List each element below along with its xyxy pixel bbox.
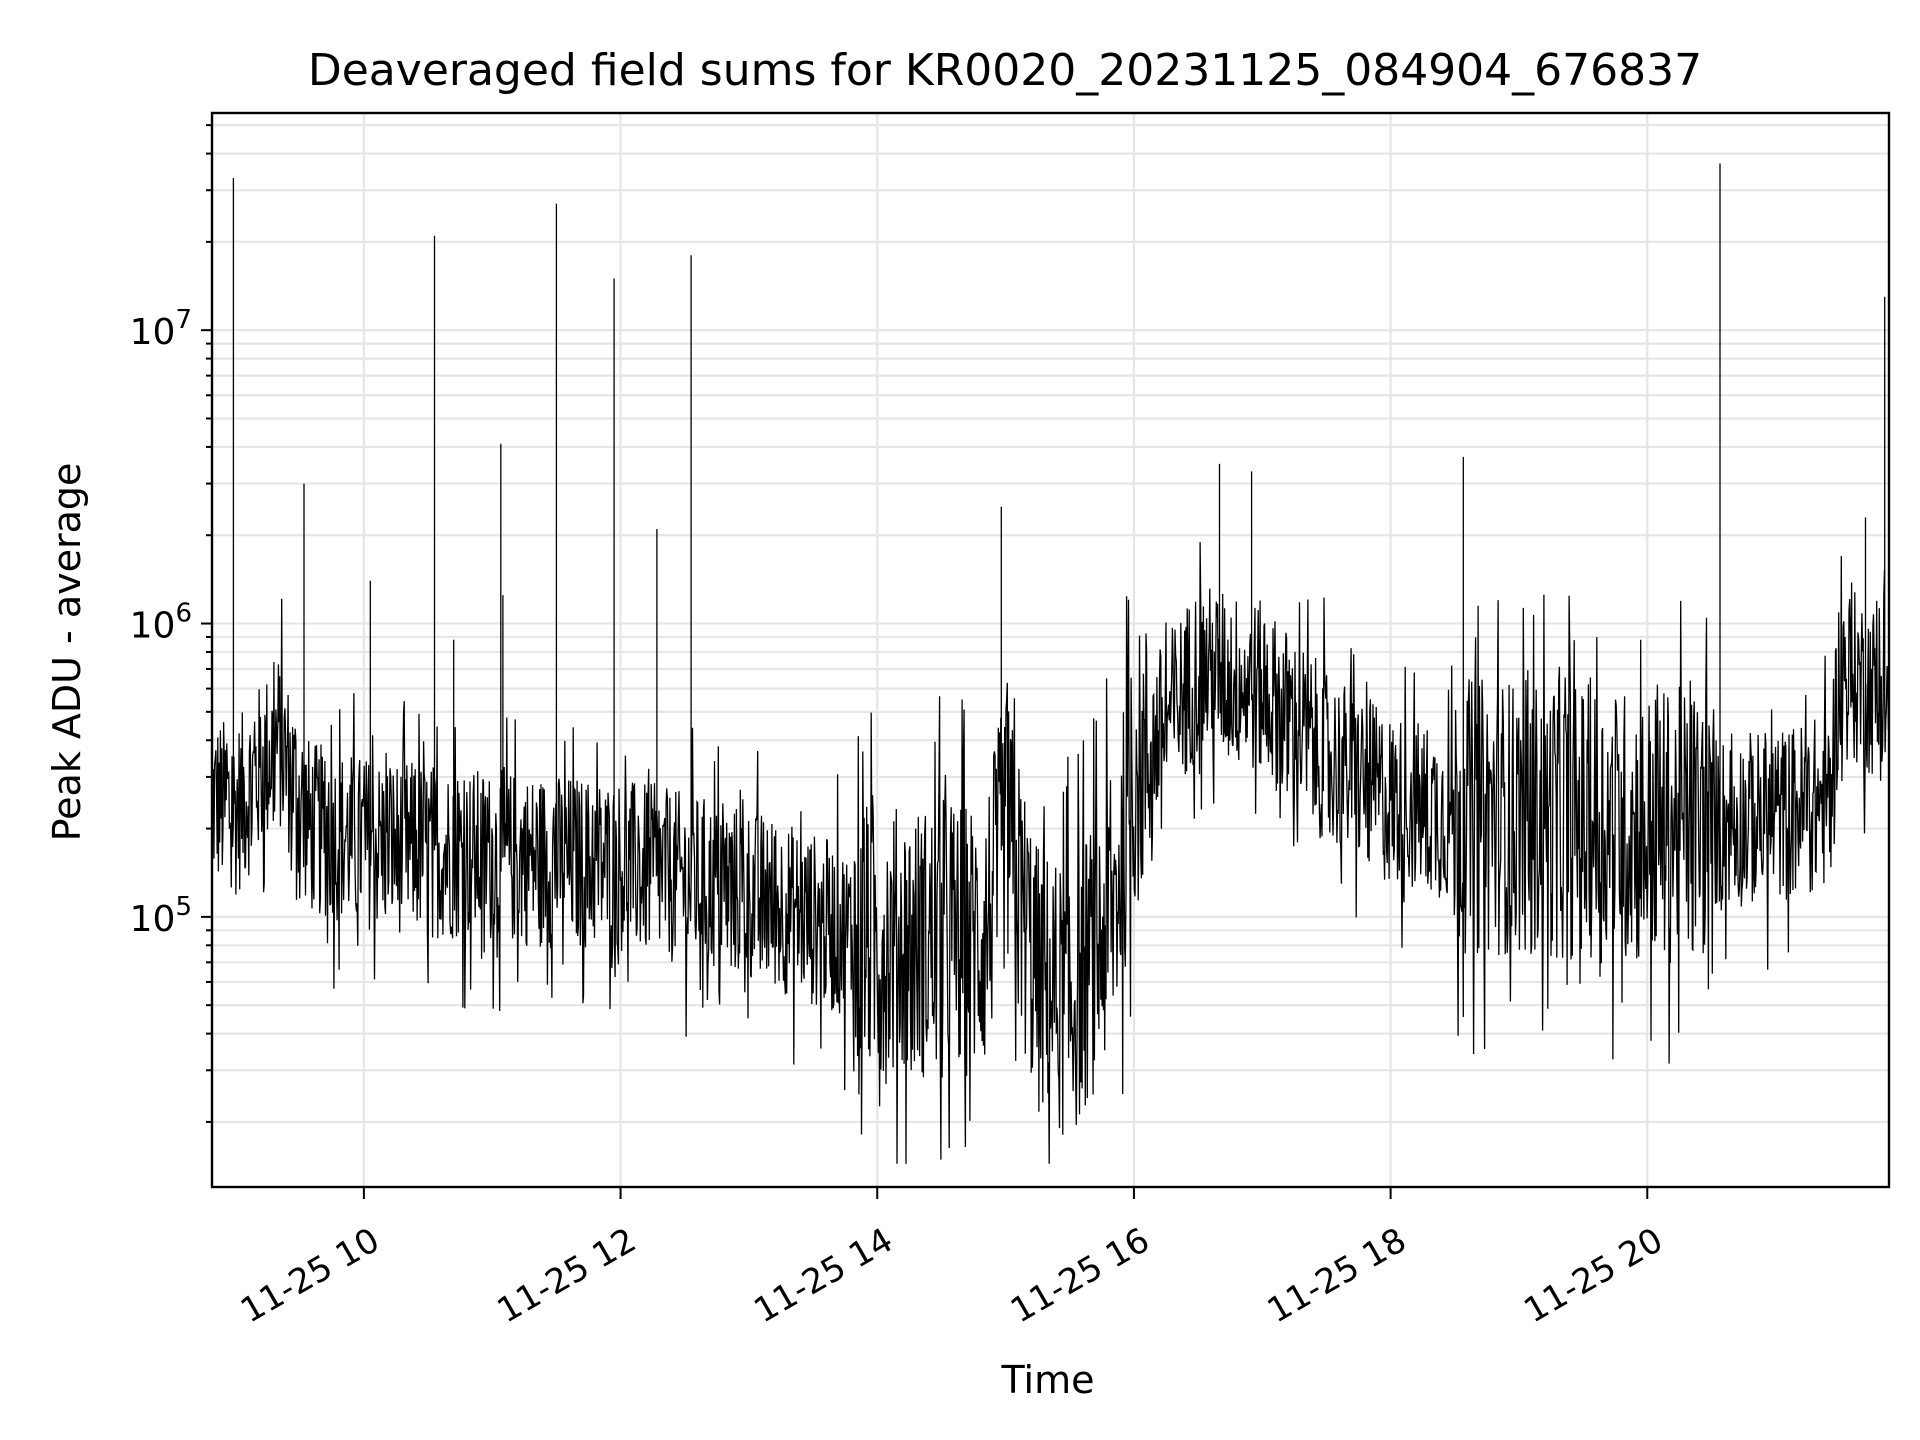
series-layer xyxy=(212,163,1889,1164)
series-line xyxy=(212,163,1889,1164)
y-tick-label: 107 xyxy=(130,305,192,353)
y-axis-label: Peak ADU - average xyxy=(45,463,89,842)
y-tick-label: 105 xyxy=(130,892,192,940)
plot-frame xyxy=(210,111,1891,1189)
chart-title: Deaveraged field sums for KR0020_2023112… xyxy=(308,45,1702,96)
y-tick-label: 106 xyxy=(130,599,192,647)
x-axis-label: Time xyxy=(1001,1358,1095,1402)
